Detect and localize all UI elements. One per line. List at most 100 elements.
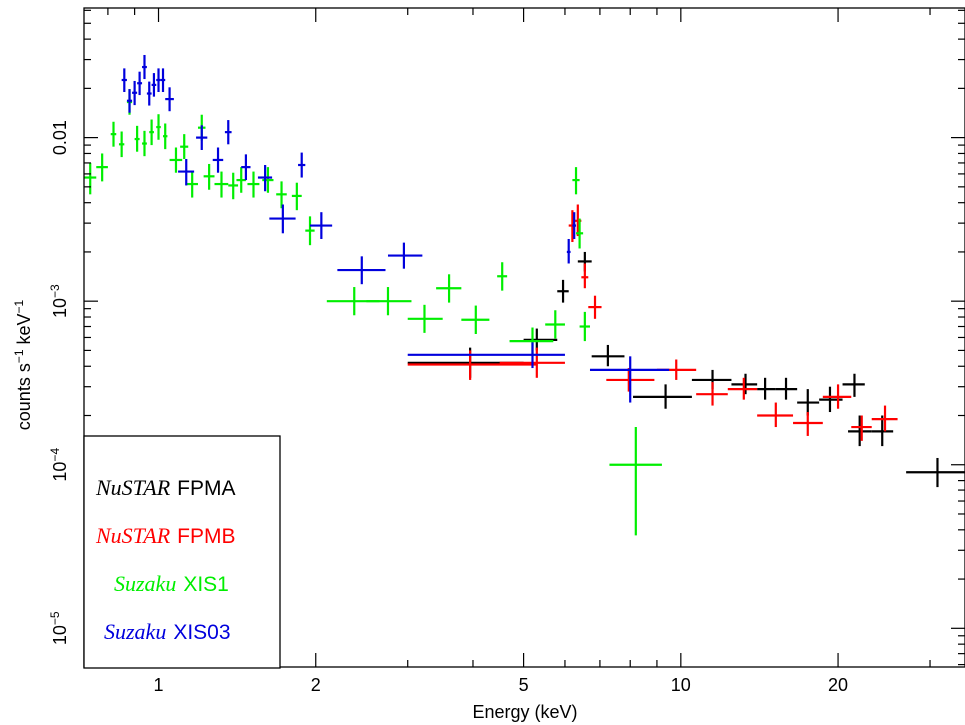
data-point	[387, 242, 423, 269]
y-axis-title-sup: −1	[12, 349, 26, 363]
x-axis-title: Energy (keV)	[472, 702, 577, 722]
data-point	[407, 342, 565, 369]
legend-entry-instrument: NuSTAR	[95, 523, 171, 548]
y-axis-title-sup: −1	[12, 299, 26, 313]
legend: NuSTAR FPMA NuSTAR FPMB Suzaku XIS1 Suzaku X…	[83, 435, 281, 669]
data-point	[165, 87, 174, 112]
data-point	[609, 427, 662, 536]
data-point	[212, 147, 224, 173]
data-point	[196, 125, 208, 150]
data-point	[797, 389, 820, 416]
data-point	[793, 412, 823, 436]
data-point	[557, 279, 569, 303]
data-point	[407, 304, 443, 333]
data-point	[566, 238, 571, 264]
data-point	[126, 89, 133, 113]
legend-entry: Suzaku XIS1	[114, 571, 229, 596]
y-tick-base: 10	[50, 462, 70, 482]
data-point	[871, 405, 898, 432]
data-point	[523, 328, 558, 351]
data-point	[269, 204, 296, 234]
y-tick-base: 10	[50, 625, 70, 645]
data-point	[579, 311, 590, 342]
data-point	[96, 153, 108, 182]
data-point	[180, 134, 189, 159]
legend-entry-instrument: NuSTAR	[95, 475, 171, 500]
data-point	[589, 356, 670, 403]
data-point	[461, 305, 490, 334]
x-tick-label: 10	[671, 675, 691, 695]
data-point	[236, 167, 246, 193]
data-point	[186, 171, 198, 198]
data-point	[696, 382, 728, 406]
y-axis-title-part: counts s	[14, 363, 34, 430]
legend-entry-detector: XIS03	[173, 621, 230, 644]
data-point	[151, 73, 157, 97]
legend-entry-detector: XIS1	[183, 573, 229, 596]
y-axis-title-part: keV	[14, 313, 34, 349]
data-point	[851, 415, 872, 441]
data-point	[497, 262, 508, 291]
data-point	[118, 131, 125, 158]
data-point	[262, 167, 274, 193]
data-point	[228, 172, 239, 200]
data-point	[871, 415, 894, 447]
data-point	[257, 165, 273, 192]
legend-entry-instrument: Suzaku	[114, 571, 176, 596]
legend-box	[83, 435, 281, 669]
data-point	[84, 162, 97, 195]
legend-entry: NuSTAR FPMB	[95, 523, 236, 548]
y-tick-label: 10−3	[48, 284, 70, 318]
data-point	[224, 120, 232, 145]
data-point	[178, 158, 195, 186]
y-tick-label: 10−4	[48, 448, 70, 482]
data-point	[848, 415, 872, 447]
y-tick-exponent: −5	[48, 611, 62, 625]
y-tick-label: 10−5	[48, 611, 70, 645]
data-point	[132, 80, 138, 106]
data-point	[545, 310, 565, 339]
data-point	[633, 384, 692, 409]
x-tick-label: 1	[154, 675, 164, 695]
y-tick-exponent: −3	[48, 284, 62, 298]
data-layer	[84, 54, 965, 536]
data-point	[146, 81, 152, 106]
data-point	[842, 373, 865, 397]
data-point	[142, 130, 147, 157]
data-point	[727, 377, 758, 400]
y-axis-title: counts s−1 keV−1	[12, 299, 34, 430]
data-point	[775, 377, 798, 400]
data-point	[110, 121, 117, 147]
data-point	[591, 344, 625, 367]
data-point	[298, 152, 306, 178]
data-point	[156, 68, 161, 93]
x-tick-label: 5	[519, 675, 529, 695]
data-point	[214, 171, 229, 198]
data-point	[291, 182, 302, 211]
legend-entry-instrument: Suzaku	[104, 619, 166, 644]
data-point	[822, 384, 852, 409]
y-tick-label: 0.01	[50, 120, 70, 155]
legend-entry: NuSTAR FPMA	[95, 475, 236, 500]
data-point	[163, 123, 168, 150]
legend-entry-detector: FPMA	[177, 477, 235, 500]
data-point	[310, 212, 333, 239]
data-point	[581, 263, 589, 289]
data-point	[276, 181, 287, 209]
data-point	[247, 171, 260, 198]
data-point	[588, 295, 602, 319]
y-tick-base: 0.01	[50, 120, 70, 155]
data-point	[134, 125, 140, 152]
data-point	[305, 216, 315, 246]
y-tick-base: 10	[50, 298, 70, 318]
x-tick-label: 2	[311, 675, 321, 695]
data-point	[572, 212, 577, 239]
legend-entry: Suzaku XIS03	[104, 619, 231, 644]
series-3	[84, 89, 662, 536]
data-point	[906, 457, 965, 488]
data-point	[160, 68, 166, 93]
data-point	[149, 119, 154, 146]
data-point	[137, 71, 143, 96]
